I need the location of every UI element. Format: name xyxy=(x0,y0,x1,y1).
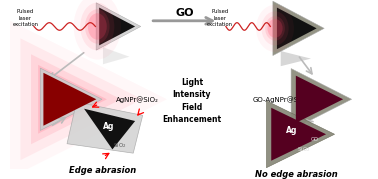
Text: GO: GO xyxy=(311,137,319,142)
Polygon shape xyxy=(31,54,121,144)
Text: Pulsed
laser
excitation: Pulsed laser excitation xyxy=(12,9,39,27)
Polygon shape xyxy=(43,73,96,126)
Ellipse shape xyxy=(268,19,283,38)
Polygon shape xyxy=(291,69,352,130)
Polygon shape xyxy=(296,76,343,123)
Ellipse shape xyxy=(74,0,121,60)
Text: Pulsed
laser
excitation: Pulsed laser excitation xyxy=(207,9,233,27)
Ellipse shape xyxy=(85,9,110,44)
Text: SiO$_2$: SiO$_2$ xyxy=(113,141,127,150)
Polygon shape xyxy=(103,47,129,64)
Text: SiO$_2$: SiO$_2$ xyxy=(297,145,310,154)
Polygon shape xyxy=(99,8,135,45)
Text: Light
Intensity
Field
Enhancement: Light Intensity Field Enhancement xyxy=(162,78,222,124)
Text: Ag: Ag xyxy=(287,126,298,135)
Polygon shape xyxy=(281,51,311,66)
Ellipse shape xyxy=(80,3,114,50)
Polygon shape xyxy=(277,8,317,49)
Text: AgNPr@SiO₂: AgNPr@SiO₂ xyxy=(116,96,159,103)
Text: GO: GO xyxy=(175,8,194,18)
Polygon shape xyxy=(273,1,324,55)
Polygon shape xyxy=(40,68,102,130)
Polygon shape xyxy=(67,102,143,153)
Ellipse shape xyxy=(262,11,289,45)
Polygon shape xyxy=(266,101,335,168)
Ellipse shape xyxy=(88,13,107,40)
Text: Edge abrasion: Edge abrasion xyxy=(69,166,136,175)
Text: GO-AgNPr@SiO₂: GO-AgNPr@SiO₂ xyxy=(253,96,308,103)
Polygon shape xyxy=(84,109,135,149)
Polygon shape xyxy=(271,108,326,161)
Polygon shape xyxy=(96,3,141,50)
Ellipse shape xyxy=(265,16,285,41)
Polygon shape xyxy=(38,65,107,134)
Ellipse shape xyxy=(256,5,294,52)
Polygon shape xyxy=(20,38,142,160)
Text: No edge abrasion: No edge abrasion xyxy=(256,170,338,179)
Text: Ag: Ag xyxy=(103,122,114,131)
